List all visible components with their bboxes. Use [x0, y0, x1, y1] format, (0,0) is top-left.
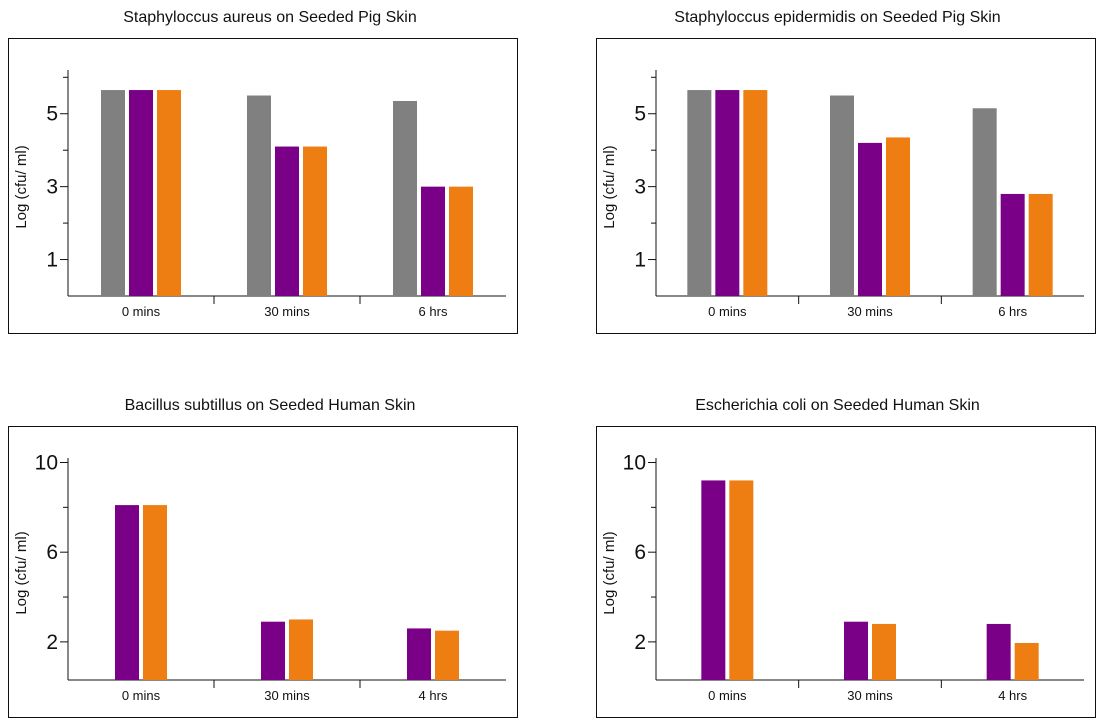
- bar-orange: [886, 137, 910, 296]
- bar-orange: [1028, 193, 1053, 296]
- chart-panel-1: Staphyloccus aureus on Seeded Pig Skin 1…: [0, 0, 540, 340]
- x-tick-label: 0 mins: [122, 688, 161, 703]
- chart-title: Bacillus subtillus on Seeded Human Skin: [124, 397, 416, 414]
- bar-purple: [275, 146, 299, 296]
- chart-svg-3: 2 6 10 Log (cfu/ ml) 0 mins 30 mins 4 hrs: [13, 451, 506, 703]
- x-tick-label: 0 mins: [708, 688, 747, 703]
- y-tick-label: 5: [46, 103, 58, 126]
- y-tick-label: 6: [46, 541, 58, 564]
- bar-purple: [858, 142, 882, 296]
- bar-orange: [743, 90, 768, 296]
- bar-purple: [844, 621, 868, 680]
- bar-orange: [872, 623, 896, 680]
- bar-gray: [830, 95, 854, 296]
- x-tick-label: 30 mins: [847, 304, 893, 319]
- bar-purple: [421, 186, 445, 296]
- y-axis-label: Log (cfu/ ml): [601, 145, 618, 228]
- x-tick-label: 0 mins: [708, 304, 747, 319]
- bar-gray: [101, 90, 125, 296]
- chart-panel-2: Staphyloccus epidermidis on Seeded Pig S…: [548, 0, 1097, 340]
- chart-panel-4: Escherichia coli on Seeded Human Skin 2 6…: [548, 380, 1097, 718]
- bar-orange: [449, 186, 473, 296]
- chart-title: Staphyloccus aureus on Seeded Pig Skin: [123, 9, 417, 26]
- y-tick-label: 10: [35, 451, 58, 474]
- y-axis-label: Log (cfu/ ml): [13, 531, 30, 614]
- bar-orange: [157, 90, 181, 296]
- chart-panel-3: Bacillus subtillus on Seeded Human Skin …: [0, 380, 540, 718]
- bar-orange: [303, 146, 327, 296]
- x-tick-label: 30 mins: [847, 688, 893, 703]
- bar-purple: [1000, 193, 1025, 296]
- chart-title: Staphyloccus epidermidis on Seeded Pig S…: [674, 9, 1001, 26]
- chart-svg-4: 2 6 10 Log (cfu/ ml) 0 mins 30 mins 4 hrs: [601, 451, 1084, 703]
- bar-orange: [435, 630, 459, 680]
- chart-title: Escherichia coli on Seeded Human Skin: [695, 397, 980, 414]
- x-tick-label: 4 hrs: [419, 688, 448, 703]
- y-axis-label: Log (cfu/ ml): [601, 531, 618, 614]
- bar-gray: [247, 95, 271, 296]
- bar-gray: [972, 108, 997, 296]
- y-tick-label: 3: [634, 176, 646, 199]
- x-tick-label: 30 mins: [264, 304, 310, 319]
- y-tick-label: 2: [46, 631, 58, 654]
- y-tick-label: 10: [623, 451, 646, 474]
- y-tick-label: 6: [634, 541, 646, 564]
- x-tick-label: 30 mins: [264, 688, 310, 703]
- bar-purple: [115, 505, 139, 680]
- bar-gray: [687, 90, 712, 296]
- y-tick-label: 3: [46, 176, 58, 199]
- x-tick-label: 4 hrs: [998, 688, 1027, 703]
- bar-purple: [129, 90, 153, 296]
- bar-purple: [986, 623, 1011, 680]
- bar-orange: [143, 505, 167, 680]
- bar-purple: [701, 480, 726, 680]
- chart-svg-2: 1 3 5 Log (cfu/ ml) 0 mins 30 mins 6 hrs: [601, 70, 1084, 319]
- chart-svg-1: 1 3 5 Log (cfu/ ml) 0 mins 30 mins 6 hrs: [13, 70, 506, 319]
- bar-purple: [407, 628, 431, 680]
- y-tick-label: 1: [634, 249, 646, 272]
- bar-gray: [393, 100, 417, 296]
- bar-orange: [289, 619, 313, 680]
- bar-orange: [729, 480, 754, 680]
- bar-purple: [715, 90, 740, 296]
- y-tick-label: 5: [634, 103, 646, 126]
- y-tick-label: 1: [46, 249, 58, 272]
- y-axis-label: Log (cfu/ ml): [13, 145, 30, 228]
- bar-orange: [1014, 643, 1039, 680]
- x-tick-label: 6 hrs: [419, 304, 448, 319]
- x-tick-label: 0 mins: [122, 304, 161, 319]
- bar-purple: [261, 621, 285, 680]
- y-tick-label: 2: [634, 631, 646, 654]
- x-tick-label: 6 hrs: [998, 304, 1027, 319]
